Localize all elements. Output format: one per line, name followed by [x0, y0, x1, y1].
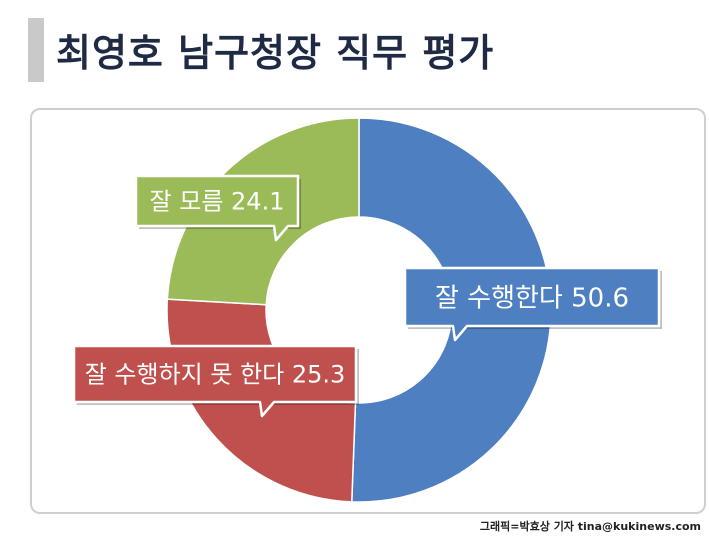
data-label-callout-2: 잘 수행하지 못 한다 25.3 — [72, 344, 359, 418]
data-label-callout-3: 잘 모름 24.1 — [134, 174, 301, 242]
data-label-2: 잘 수행하지 못 한다 25.3 — [85, 361, 346, 389]
page-title: 최영호 남구청장 직무 평가 — [56, 31, 495, 75]
data-label-callout-1: 잘 수행한다 50.6 — [403, 266, 662, 342]
graphic-credit: 그래픽=박효상 기자 tina@kukinews.com — [479, 520, 701, 533]
title-accent-bar — [28, 18, 44, 82]
data-label-3: 잘 모름 24.1 — [150, 188, 285, 216]
data-label-1: 잘 수행한다 50.6 — [435, 283, 629, 313]
